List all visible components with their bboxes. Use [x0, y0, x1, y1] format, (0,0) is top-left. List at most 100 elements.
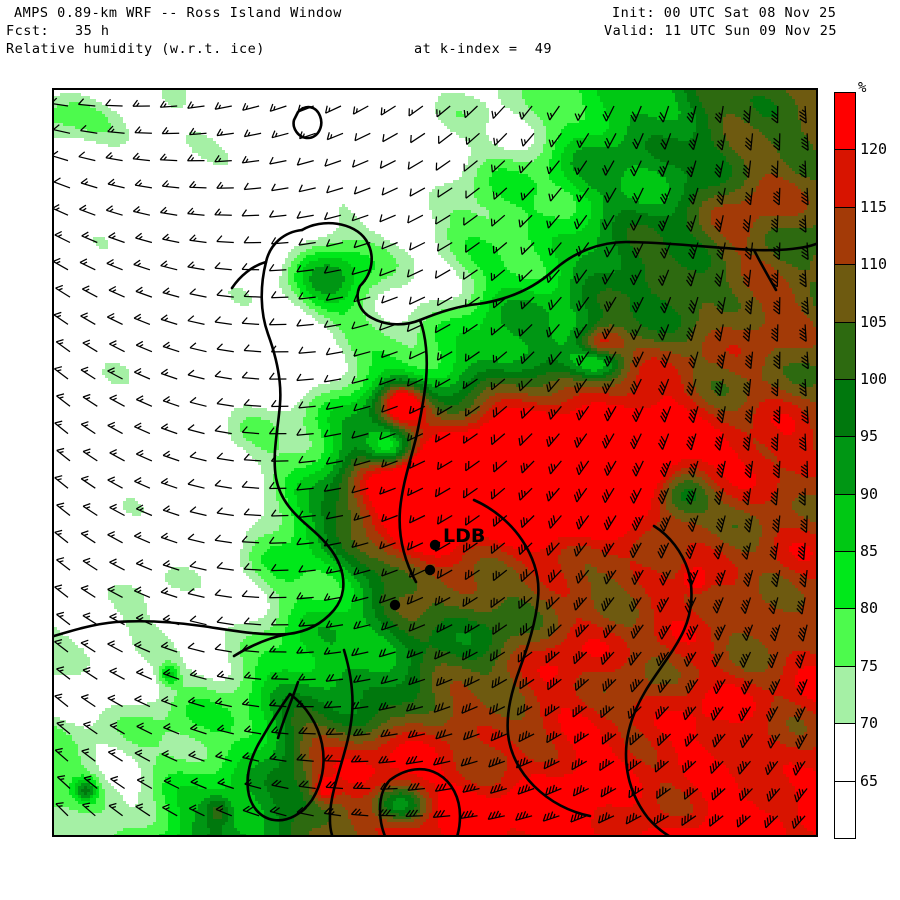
- wind-barb: [629, 214, 642, 231]
- wind-barb: [713, 678, 726, 695]
- wind-barb: [380, 782, 398, 790]
- wind-barb: [744, 133, 754, 151]
- wind-barb: [160, 695, 178, 708]
- station-marker-LDB[interactable]: [429, 539, 441, 551]
- wind-barb: [216, 452, 234, 462]
- wind-barb: [798, 433, 807, 452]
- wind-barb: [105, 152, 123, 162]
- wind-barb: [772, 242, 781, 260]
- wind-barb: [215, 804, 233, 817]
- wind-barb: [771, 378, 779, 397]
- wind-barb: [269, 806, 287, 817]
- colorbar-band-90-95: [834, 436, 856, 495]
- wind-barb: [688, 187, 699, 205]
- wind-barb: [545, 650, 560, 664]
- wind-barb: [268, 481, 287, 490]
- wind-barb: [631, 515, 644, 531]
- wind-barb: [161, 180, 180, 189]
- coastline-path-3: [398, 318, 429, 584]
- wind-barb: [716, 187, 726, 206]
- colorbar-band-60-65: [834, 780, 856, 839]
- wind-barb: [794, 788, 808, 803]
- wind-barb: [79, 204, 96, 216]
- map-canvas: LDB: [54, 90, 816, 835]
- wind-barb: [711, 787, 726, 801]
- wind-barb: [793, 706, 806, 723]
- wind-barb: [379, 431, 396, 441]
- wind-barb: [765, 706, 779, 722]
- wind-barb: [298, 184, 316, 193]
- wind-barb: [492, 242, 508, 254]
- wind-barb: [800, 460, 809, 479]
- wind-barb: [796, 679, 808, 696]
- wind-barb: [243, 398, 262, 407]
- wind-barb: [796, 597, 806, 615]
- wind-barb: [296, 373, 314, 382]
- station-marker-station-3[interactable]: [389, 599, 401, 611]
- wind-barb: [573, 487, 588, 503]
- wind-barb: [602, 624, 617, 639]
- wind-barb: [132, 152, 150, 162]
- wind-barb: [631, 242, 644, 259]
- wind-barb: [187, 101, 205, 109]
- wind-barb: [518, 542, 533, 555]
- colorbar[interactable]: [834, 92, 856, 839]
- wind-barb: [714, 433, 724, 451]
- wind-barb: [491, 105, 506, 119]
- wind-barb: [435, 160, 451, 171]
- wind-barb: [463, 214, 478, 226]
- wind-barb: [243, 236, 262, 244]
- wind-barb: [687, 515, 699, 532]
- wind-barb: [770, 215, 779, 233]
- wind-barb: [744, 351, 754, 370]
- wind-barb: [186, 154, 205, 162]
- wind-barb: [54, 177, 71, 189]
- wind-barb: [242, 805, 260, 817]
- wind-barb: [107, 125, 125, 134]
- station-marker-station-2[interactable]: [424, 564, 436, 576]
- wind-barb: [741, 542, 752, 560]
- wind-barb: [241, 317, 260, 326]
- wind-barb: [742, 269, 752, 288]
- wind-barb: [353, 294, 371, 303]
- wind-barb: [160, 641, 178, 653]
- wind-barb: [573, 596, 588, 611]
- wind-barb: [133, 531, 151, 544]
- wind-barb: [434, 487, 451, 498]
- wind-barb: [771, 105, 779, 124]
- wind-barb: [325, 347, 344, 356]
- wind-barb: [600, 705, 615, 719]
- wind-barb: [573, 269, 588, 284]
- wind-barb: [242, 752, 260, 762]
- wind-barb: [597, 812, 615, 824]
- wind-barb: [462, 487, 478, 499]
- colorbar-tick-70: 70: [860, 714, 879, 733]
- wind-barb: [243, 290, 262, 298]
- wind-barb: [406, 269, 424, 278]
- wind-barb: [492, 569, 508, 582]
- wind-barb: [56, 666, 71, 680]
- wind-barb: [162, 505, 180, 517]
- wind-barb: [574, 433, 588, 448]
- wind-barb: [187, 478, 205, 489]
- wind-barb: [433, 756, 451, 766]
- wind-barb: [572, 785, 589, 797]
- wind-barb: [325, 727, 344, 736]
- wind-barb: [323, 807, 342, 817]
- wind-barb: [714, 269, 724, 287]
- coastline-path-2: [54, 228, 345, 638]
- wind-barb: [54, 311, 69, 325]
- wind-barb: [189, 615, 207, 626]
- wind-barb: [107, 694, 123, 708]
- wind-barb: [575, 296, 590, 312]
- wind-barb: [519, 677, 535, 690]
- wind-barb: [135, 504, 153, 517]
- wind-barb: [352, 781, 371, 790]
- wind-barb: [685, 488, 697, 505]
- wind-barb: [82, 339, 98, 353]
- wind-barb: [381, 514, 398, 523]
- wind-barb: [772, 460, 781, 479]
- humidity-contour-fill: [54, 90, 816, 835]
- wind-barb: [80, 366, 96, 380]
- wind-barb: [189, 288, 207, 298]
